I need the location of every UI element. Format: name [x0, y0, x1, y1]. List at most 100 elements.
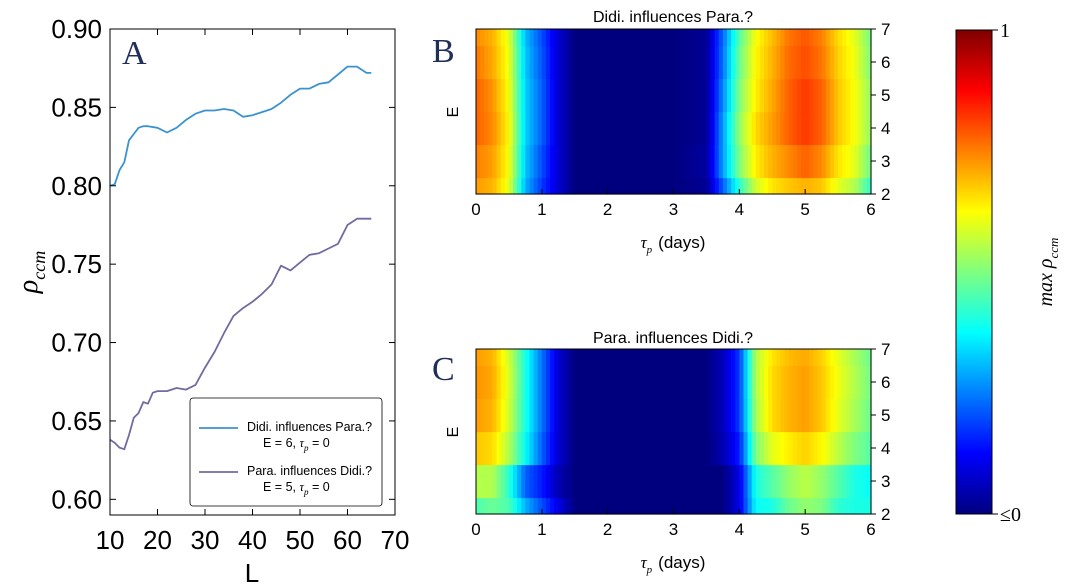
heatmap-cell [846, 144, 852, 179]
heatmap-cell [513, 111, 518, 146]
heatmap-cell [492, 497, 498, 515]
x-tick-label: 2 [603, 520, 612, 539]
heatmap-cell [632, 78, 642, 113]
heatmap-cell [545, 464, 551, 499]
heatmap-cell [533, 45, 539, 80]
heatmap-cell [517, 365, 522, 400]
heatmap-cell [726, 45, 732, 80]
heatmap-cell [788, 398, 794, 433]
heatmap-cell [496, 365, 502, 400]
heatmap-cell [476, 497, 481, 515]
heatmap-cell [698, 365, 708, 400]
heatmap-cell [813, 398, 819, 433]
heatmap-cell [833, 365, 839, 400]
heatmap-cell [508, 398, 514, 433]
heatmap-cell [545, 111, 551, 146]
heatmap-cell [657, 398, 666, 433]
heatmap-cell [801, 78, 806, 113]
heatmap-cell [829, 365, 835, 400]
heatmap-cell [846, 398, 852, 433]
heatmap-cell [829, 431, 835, 466]
heatmap-cell [780, 398, 786, 433]
heatmap-cell [735, 78, 740, 113]
heatmap-cell [726, 464, 732, 499]
panel-a-legend: Didi. influences Para.? E = 6, τp = 0 Pa… [189, 397, 383, 507]
heatmap-cell [607, 144, 617, 179]
heatmap-cell [862, 111, 868, 146]
heatmap-cell [735, 431, 740, 466]
heatmap-cell [558, 365, 563, 400]
heatmap-cell [517, 398, 522, 433]
y-tick-label: 0.70 [51, 328, 102, 358]
heatmap-cell [529, 29, 535, 47]
heatmap-cell [759, 29, 765, 47]
heatmap-cell [735, 45, 740, 80]
heatmap-cell [508, 78, 514, 113]
heatmap-cell [768, 177, 773, 195]
heatmap-cell [488, 464, 494, 499]
heatmap-cell [525, 111, 531, 146]
heatmap-cell [751, 365, 757, 400]
heatmap-cell [504, 365, 510, 400]
heatmap-cell [710, 497, 716, 515]
heatmap-cell [858, 398, 864, 433]
heatmap-cell [558, 45, 563, 80]
panel-a-line-chart: 10 20 30 40 50 60 70 0.60 0.65 0.70 0.75 0.80 0.85 0.… [13, 14, 409, 586]
heatmap-cell [718, 144, 724, 179]
y-tick-label: 2 [881, 185, 890, 204]
heatmap-cell [825, 78, 831, 113]
heatmap-cell [550, 78, 555, 113]
heatmap-cell [813, 349, 819, 367]
heatmap-cell [533, 398, 539, 433]
heatmap-cell [537, 111, 543, 146]
heatmap-cell [747, 464, 753, 499]
heatmap-cell [739, 398, 745, 433]
heatmap-cell [570, 144, 576, 179]
heatmap-cell [850, 29, 856, 47]
heatmap-cell [743, 111, 749, 146]
heatmap-cell [829, 78, 835, 113]
heatmap-cell [755, 177, 761, 195]
heatmap-cell [772, 398, 777, 433]
heatmap-cell [714, 45, 720, 80]
heatmap-cell [710, 45, 716, 80]
heatmap-cell [706, 349, 712, 367]
heatmap-cell [570, 497, 576, 515]
heatmap-cell [747, 431, 753, 466]
heatmap-cell [801, 177, 806, 195]
heatmap-cell [698, 464, 708, 499]
heatmap-cell [607, 365, 617, 400]
heatmap-cell [484, 78, 489, 113]
heatmap-cell [615, 365, 625, 400]
heatmap-cell [673, 398, 683, 433]
heatmap-cell [537, 177, 543, 195]
heatmap-cell [801, 497, 806, 515]
heatmap-cell [784, 365, 790, 400]
heatmap-cell [764, 29, 769, 47]
heatmap-cell [488, 431, 494, 466]
heatmap-cell [541, 45, 547, 80]
heatmap-cell [751, 29, 757, 47]
heatmap-cell [825, 398, 831, 433]
heatmap-cell [504, 349, 510, 367]
y-tick-label: 0.85 [51, 92, 102, 122]
heatmap-cell [751, 464, 757, 499]
heatmap-cell [710, 398, 716, 433]
heatmap-cell [776, 29, 782, 47]
heatmap-cell [484, 45, 489, 80]
heatmap-cell [809, 177, 814, 195]
heatmap-cell [570, 431, 576, 466]
heatmap-cell [517, 45, 522, 80]
heatmap-cell [607, 45, 617, 80]
heatmap-cell [513, 349, 518, 367]
heatmap-cell [574, 464, 584, 499]
heatmap-cell [792, 29, 798, 47]
heatmap-cell [521, 431, 526, 466]
heatmap-cell [525, 144, 531, 179]
heatmap-cell [858, 111, 864, 146]
heatmap-cell [805, 45, 810, 80]
panel-a-letter: A [122, 35, 147, 72]
heatmap-cell [591, 365, 601, 400]
heatmap-cell [813, 365, 819, 400]
heatmap-cell [554, 177, 559, 195]
